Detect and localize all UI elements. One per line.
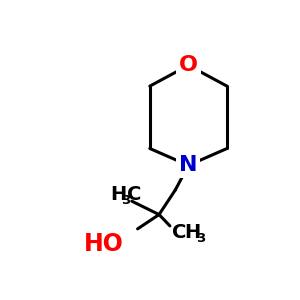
Text: C: C bbox=[172, 223, 186, 242]
Text: H: H bbox=[110, 185, 126, 204]
Text: 3: 3 bbox=[121, 194, 130, 206]
Text: C: C bbox=[127, 185, 142, 204]
Text: H: H bbox=[184, 223, 200, 242]
Text: 3: 3 bbox=[196, 232, 205, 244]
Text: O: O bbox=[179, 55, 198, 75]
Text: N: N bbox=[179, 155, 198, 176]
Text: HO: HO bbox=[84, 232, 124, 256]
